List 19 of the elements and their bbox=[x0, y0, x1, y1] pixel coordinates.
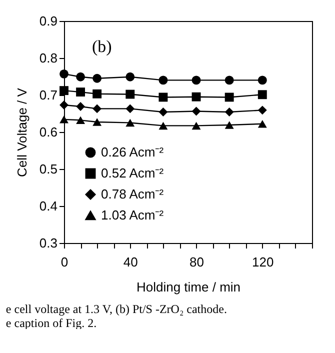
y-tick-label: 0.7 bbox=[39, 88, 58, 102]
x-tick-label: 120 bbox=[252, 254, 274, 270]
x-tick-label: 80 bbox=[190, 254, 204, 270]
legend-label: 0.52 Acm⁻² bbox=[101, 166, 164, 180]
y-axis-title: Cell Voltage / V bbox=[14, 88, 30, 177]
legend-label: 1.03 Acm⁻² bbox=[101, 208, 164, 222]
y-tick-label: 0.6 bbox=[39, 124, 58, 140]
x-tick-label: 40 bbox=[123, 254, 138, 270]
y-tick-label: 0.5 bbox=[39, 162, 58, 176]
y-tick-label: 0.8 bbox=[39, 50, 58, 66]
x-axis-title: Holding time / min bbox=[136, 280, 241, 294]
annotation: (b) bbox=[92, 37, 112, 56]
y-tick-label: 0.3 bbox=[39, 236, 58, 250]
text: e cell voltage at 1.3 V, (b) Pt/S -ZrO₂ cathode. bbox=[6, 302, 227, 316]
legend-label: 0.78 Acm⁻² bbox=[101, 186, 164, 202]
y-tick-label: 0.4 bbox=[39, 198, 58, 214]
legend-label: 0.26 Acm⁻² bbox=[101, 144, 164, 160]
y-tick-label: 0.9 bbox=[39, 14, 58, 28]
x-tick-label: 0 bbox=[60, 254, 68, 270]
